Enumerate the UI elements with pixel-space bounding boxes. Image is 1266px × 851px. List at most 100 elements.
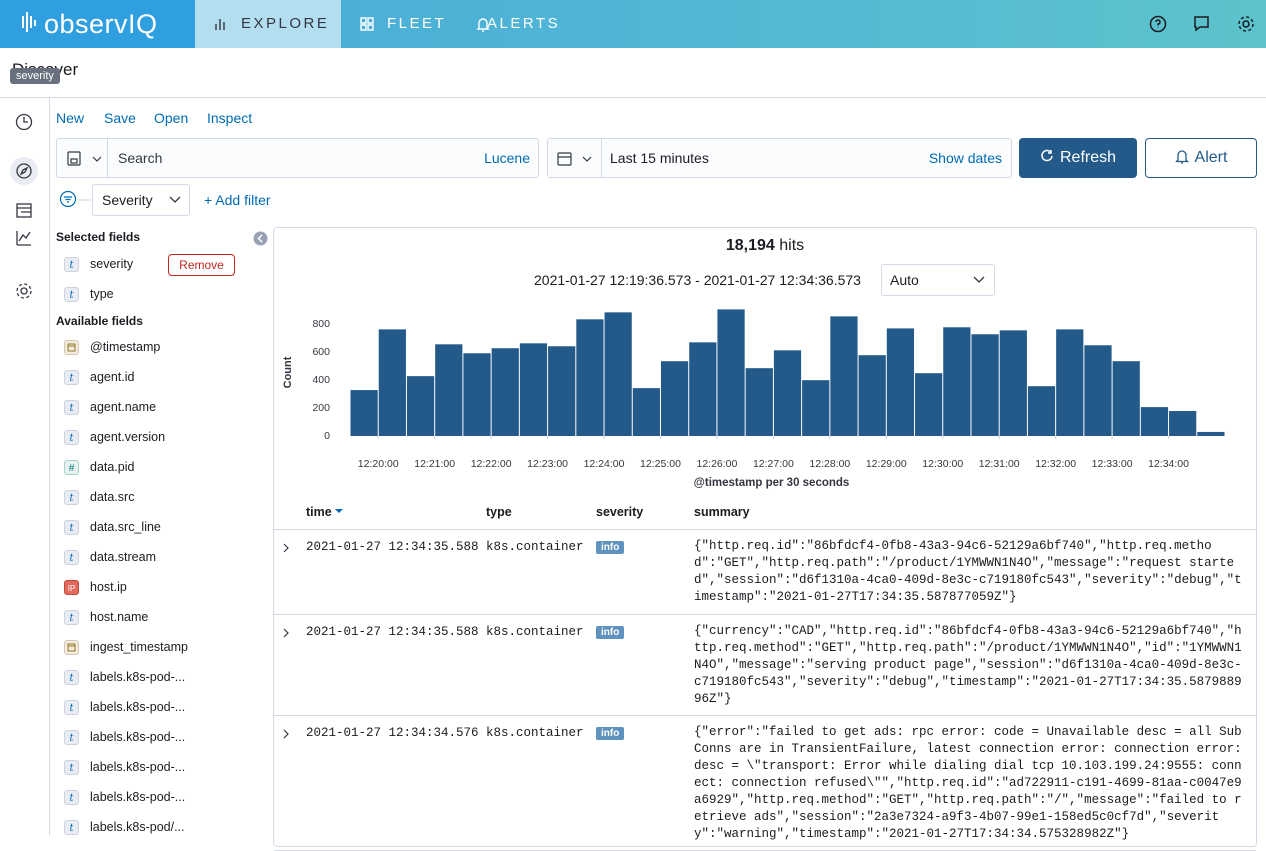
filter-pill[interactable]: Severity (92, 184, 190, 216)
bar (548, 346, 576, 436)
field-type-icon: t (64, 789, 79, 805)
field-name: agent.id (90, 370, 135, 384)
dashboard-icon[interactable] (16, 203, 32, 218)
field[interactable]: IP host.ip (56, 572, 270, 602)
expand-toggle[interactable] (282, 625, 290, 643)
column-header[interactable]: type (486, 505, 512, 519)
field-name: labels.k8s-pod-... (90, 730, 186, 744)
field[interactable]: t agent.id (56, 362, 270, 392)
field-name: data.pid (90, 460, 135, 474)
time-range[interactable]: Last 15 minutes (610, 150, 709, 166)
field-name: labels.k8s-pod-... (90, 700, 186, 714)
cell-type: k8s.container (486, 726, 584, 740)
alert-button[interactable]: Alert (1145, 138, 1257, 178)
logo[interactable]: observIQ (0, 0, 195, 48)
refresh-label: Refresh (1059, 149, 1117, 166)
sort-arrow[interactable] (335, 506, 343, 514)
settings-icon[interactable] (1242, 20, 1250, 28)
toolbar-item[interactable]: Save (104, 110, 136, 126)
add-filter[interactable]: + Add filter (204, 192, 271, 208)
table-row: 2021-01-27 12:34:34.576 k8s.container info… (274, 716, 1256, 851)
field-name: data.src_line (90, 520, 161, 534)
remove-button[interactable]: Remove (168, 254, 235, 276)
field[interactable]: t severity (56, 249, 270, 279)
field-type-icon: t (64, 429, 79, 445)
field[interactable]: t agent.version (56, 422, 270, 452)
field-type-icon (64, 639, 79, 655)
history-icon[interactable] (15, 113, 33, 131)
table-row: 2021-01-27 12:34:35.588 k8s.container info… (274, 615, 1256, 716)
column-header[interactable]: time (306, 505, 332, 519)
side-rail (0, 98, 50, 835)
y-tick-label: 400 (312, 374, 330, 386)
chat-icon[interactable] (1194, 16, 1209, 32)
show-dates[interactable]: Show dates (928, 150, 1002, 166)
manage-icon[interactable] (20, 287, 28, 295)
field[interactable]: t host.name (56, 602, 270, 632)
field-name: labels.k8s-pod-... (90, 790, 186, 804)
x-tick-label: 12:29:00 (866, 458, 907, 470)
bar (604, 312, 632, 436)
toolbar-item[interactable]: New (56, 110, 85, 126)
field[interactable]: # data.pid (56, 452, 270, 482)
bar (1027, 386, 1056, 436)
field[interactable]: ingest_timestamp (56, 632, 270, 662)
field[interactable]: t data.src (56, 482, 270, 512)
calendar-icon[interactable] (557, 151, 593, 167)
column-header[interactable]: summary (694, 505, 750, 519)
field[interactable]: t labels.k8s-pod-... (56, 662, 270, 692)
discover-icon[interactable] (16, 163, 32, 179)
expand-toggle[interactable] (282, 540, 290, 558)
bar (689, 342, 717, 436)
nav-tab[interactable]: ALERTS (441, 0, 590, 48)
cell-summary: {"http.req.id":"86bfdcf4-0fb8-43a3-94c6-… (694, 539, 1242, 604)
field[interactable]: @timestamp (56, 332, 270, 362)
field[interactable]: t data.src_line (56, 512, 270, 542)
help-icon[interactable] (1149, 15, 1167, 33)
field-name: @timestamp (90, 340, 161, 354)
field[interactable]: t labels.k8s-pod-... (56, 692, 270, 722)
alert-label: Alert (1194, 149, 1228, 166)
nav-tab[interactable]: FLEET (341, 0, 444, 48)
table-header: time type severity summary (274, 498, 1256, 530)
saved-query-icon[interactable] (67, 151, 103, 167)
bar (1197, 431, 1225, 436)
x-tick-label: 12:24:00 (584, 458, 625, 470)
filter-icon[interactable] (59, 190, 93, 210)
field[interactable]: t labels.k8s-pod-... (56, 782, 270, 812)
nav-icons (1149, 15, 1254, 33)
visualize-icon[interactable] (16, 231, 31, 246)
interval-select[interactable]: Auto (881, 264, 995, 296)
bar (406, 376, 435, 436)
field[interactable]: t labels.k8s-pod/... (56, 812, 270, 842)
bar (1140, 407, 1169, 436)
field[interactable]: t agent.name (56, 392, 270, 422)
bar (519, 343, 548, 436)
nav-tab[interactable]: EXPLORE (195, 0, 341, 48)
chevron (169, 196, 181, 203)
field[interactable]: t labels.k8s-pod-... (56, 752, 270, 782)
field[interactable]: t type (56, 279, 270, 309)
toolbar-item[interactable]: Inspect (207, 110, 253, 126)
hits-label: hits (779, 237, 805, 254)
field-name: labels.k8s-pod-... (90, 670, 186, 684)
bar (463, 353, 491, 436)
field-type-icon: IP (64, 579, 79, 595)
field[interactable]: t labels.k8s-pod-... (56, 722, 270, 752)
bar (971, 334, 999, 436)
bar (886, 328, 915, 436)
refresh-button[interactable]: Refresh (1019, 138, 1137, 178)
collapse-button[interactable] (253, 231, 268, 246)
search-input[interactable]: Search (118, 150, 163, 166)
query-language[interactable]: Lucene (484, 150, 530, 166)
toolbar-item[interactable]: Open (154, 110, 189, 126)
column-header[interactable]: severity (596, 505, 644, 519)
field[interactable]: t data.stream (56, 542, 270, 572)
bar (378, 329, 406, 436)
bar (915, 373, 943, 436)
field-name: ingest_timestamp (90, 640, 188, 654)
x-tick-label: 12:27:00 (753, 458, 794, 470)
bar (1112, 361, 1140, 436)
tab-label: FLEET (387, 15, 447, 32)
expand-toggle[interactable] (282, 726, 290, 744)
